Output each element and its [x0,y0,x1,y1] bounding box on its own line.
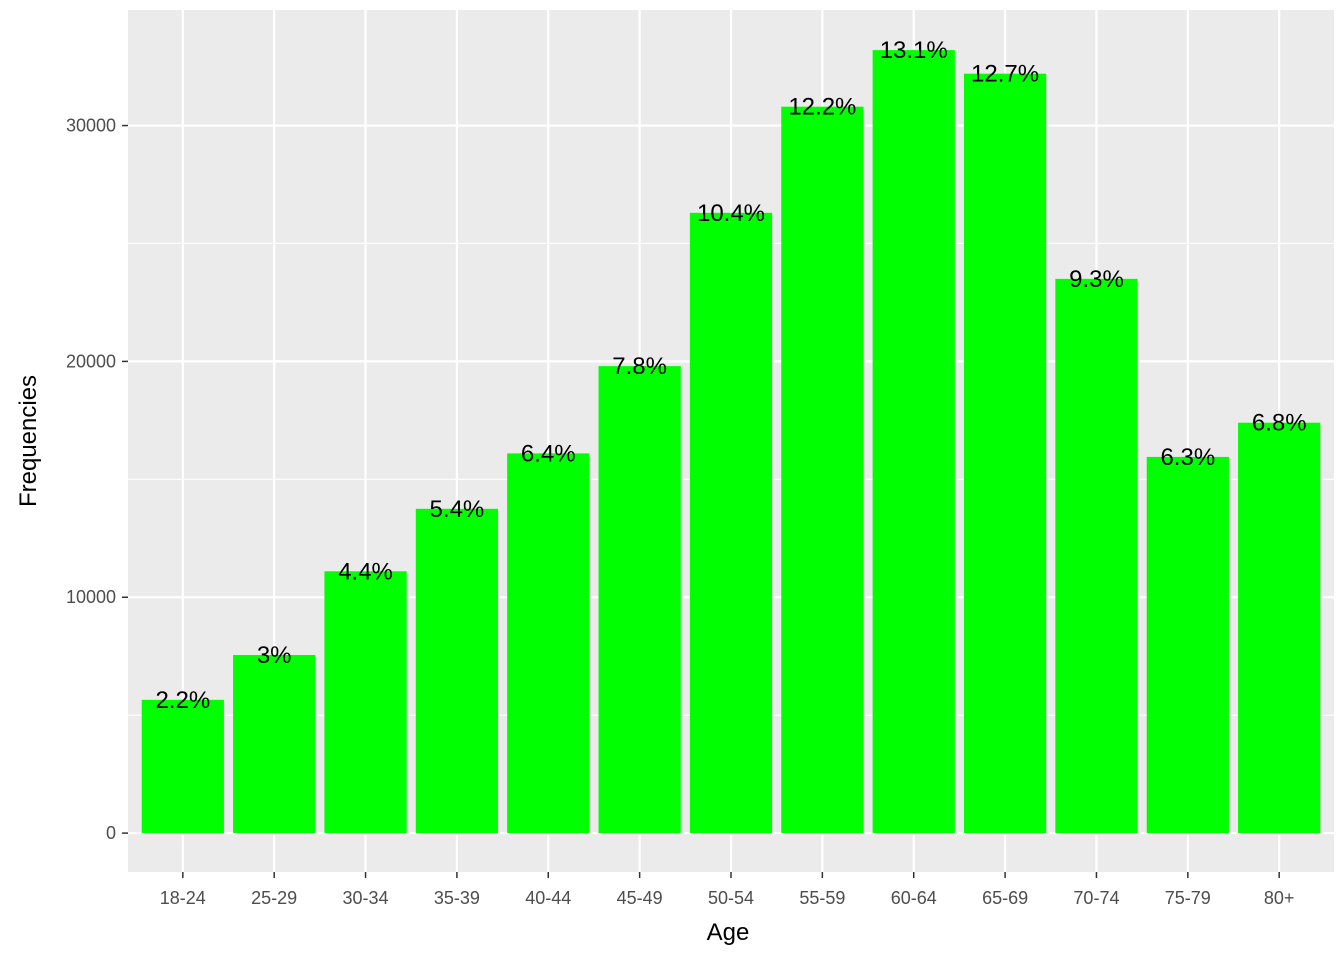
bar [233,655,316,834]
x-tick-label: 55-59 [799,888,845,908]
bar [872,50,955,834]
bar-value-label: 13.1% [880,37,948,64]
bar [1146,456,1229,834]
x-tick-label: 65-69 [982,888,1028,908]
y-tick-label: 10000 [66,587,116,607]
x-axis-title: Age [707,919,750,946]
x-tick-label: 18-24 [160,888,206,908]
x-tick-label: 50-54 [708,888,754,908]
x-tick-label: 80+ [1264,888,1295,908]
bar [415,508,499,834]
bar-value-label: 7.8% [612,353,667,380]
x-tick-label: 35-39 [434,888,480,908]
y-axis-title: Frequencies [15,375,42,507]
bar-value-label: 6.8% [1252,410,1307,437]
bar [963,73,1047,834]
bars [141,50,1321,834]
data-labels: 2.2% 3% 4.4% 5.4% 6.4% 7.8% 10.4% 12.2% 13.1% 12.… [155,37,1306,714]
bar-value-label: 3% [257,642,292,669]
bar [507,453,590,834]
x-tick-label: 45-49 [617,888,663,908]
bar [1055,278,1138,834]
bar-value-label: 12.7% [971,61,1039,88]
x-tick-label: 30-34 [343,888,389,908]
x-tick-label: 40-44 [525,888,571,908]
bar-value-label: 6.3% [1160,444,1215,471]
bar [1238,422,1321,834]
bar [324,571,407,834]
bar [781,106,864,834]
bar [141,699,224,834]
x-axis: 18-24 25-29 30-34 35-39 40-44 45-49 50-54 55-59… [160,872,1295,908]
y-axis: 0 10000 20000 30000 [66,116,128,843]
y-tick-label: 30000 [66,116,116,136]
bar-value-label: 4.4% [338,558,393,585]
bar-value-label: 12.2% [788,94,856,121]
bar-value-label: 6.4% [521,440,576,467]
bar-value-label: 5.4% [430,496,485,523]
bar-value-label: 10.4% [697,200,765,227]
x-tick-label: 70-74 [1073,888,1119,908]
x-tick-label: 25-29 [251,888,297,908]
bar-value-label: 9.3% [1069,266,1124,293]
x-tick-label: 75-79 [1165,888,1211,908]
y-tick-label: 20000 [66,351,116,371]
bar [598,366,681,834]
y-tick-label: 0 [106,823,116,843]
x-tick-label: 60-64 [891,888,937,908]
bar-value-label: 2.2% [155,687,210,714]
bar [689,212,773,834]
